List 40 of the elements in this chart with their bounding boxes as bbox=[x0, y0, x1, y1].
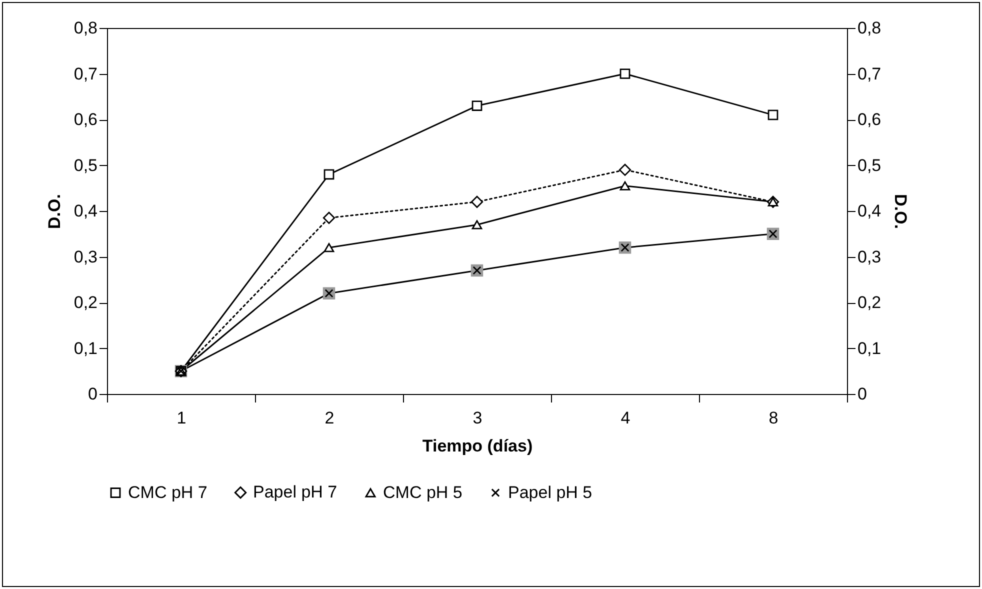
y-axis-title: D.O. bbox=[44, 194, 64, 229]
y2-tick-label: 0,4 bbox=[858, 202, 882, 220]
y2-tick-label: 0,7 bbox=[858, 64, 882, 84]
y-tick-label: 0,2 bbox=[74, 293, 98, 312]
y2-tick-label: 0,6 bbox=[858, 110, 882, 129]
point bbox=[472, 220, 482, 230]
legend-label: Papel pH 5 bbox=[508, 482, 592, 502]
point bbox=[324, 169, 334, 180]
point bbox=[472, 100, 482, 111]
y-tick-label: 0 bbox=[88, 384, 98, 404]
point bbox=[620, 68, 630, 79]
y2-tick-label: 0 bbox=[858, 384, 867, 404]
point bbox=[322, 212, 336, 224]
x-tick-label: 3 bbox=[472, 408, 482, 428]
y-tick-label: 0,1 bbox=[74, 338, 98, 358]
x-axis-title: Tiempo (días) bbox=[422, 436, 533, 456]
legend-label: CMC pH 5 bbox=[383, 482, 462, 502]
y-tick-label: 0,5 bbox=[74, 156, 98, 175]
point bbox=[470, 196, 484, 208]
point bbox=[618, 164, 632, 176]
y2-tick-label: 0,3 bbox=[858, 247, 882, 266]
y2-tick-label: 0,2 bbox=[858, 293, 882, 312]
point bbox=[620, 181, 630, 190]
y-tick-label: 0,6 bbox=[74, 110, 98, 129]
y2-tick-label: 0,1 bbox=[858, 338, 882, 358]
point bbox=[324, 243, 334, 252]
legend-label: Papel pH 7 bbox=[253, 482, 338, 502]
x-tick-label: 1 bbox=[176, 408, 186, 428]
y-tick-label: 0,4 bbox=[74, 202, 98, 220]
x-tick-label: 8 bbox=[768, 408, 778, 428]
y2-tick-label: 0,8 bbox=[858, 18, 882, 38]
y-tick-label: 0,7 bbox=[74, 64, 98, 84]
x-tick-label: 4 bbox=[620, 408, 630, 428]
y2-tick-label: 0,5 bbox=[858, 156, 882, 175]
y-tick-label: 0,3 bbox=[74, 247, 98, 266]
y-tick-label: 0,8 bbox=[74, 18, 98, 38]
point bbox=[768, 110, 778, 120]
y2-axis-title: D.O. bbox=[891, 194, 910, 229]
legend-label: CMC pH 7 bbox=[128, 482, 208, 502]
x-tick-label: 2 bbox=[324, 408, 334, 428]
